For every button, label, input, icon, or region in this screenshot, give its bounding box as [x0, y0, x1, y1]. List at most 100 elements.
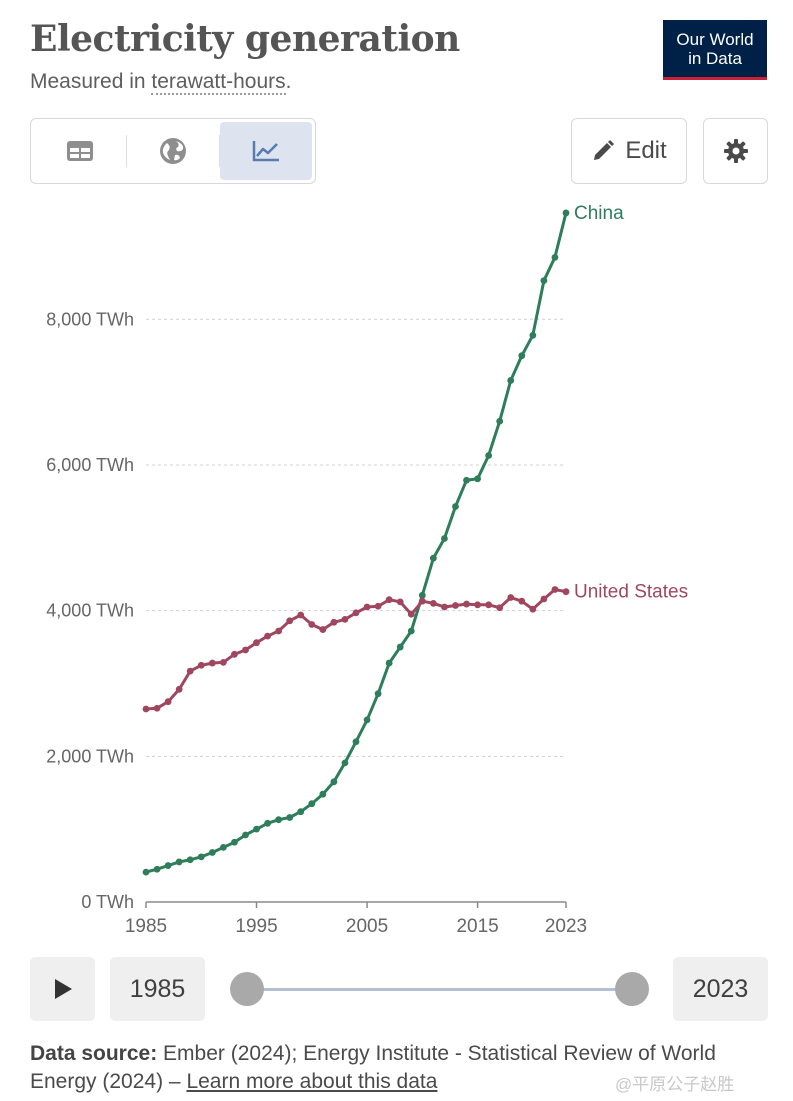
- unit-term[interactable]: terawatt-hours: [151, 70, 286, 95]
- data-point-united-states: [341, 615, 349, 623]
- data-point-united-states: [197, 661, 205, 669]
- data-point-united-states: [242, 646, 249, 654]
- series-label-china: China: [574, 203, 624, 224]
- x-tick-label: 2015: [456, 916, 498, 937]
- data-point-china: [153, 865, 161, 873]
- data-point-united-states: [418, 597, 426, 605]
- data-point-united-states: [429, 599, 437, 607]
- data-point-china: [231, 838, 238, 846]
- source-label: Data source:: [30, 1042, 158, 1065]
- data-point-china: [175, 858, 183, 866]
- data-point-china: [352, 738, 360, 746]
- data-point-china: [164, 862, 172, 869]
- data-point-united-states: [142, 705, 150, 713]
- data-point-united-states: [330, 618, 338, 626]
- edit-button[interactable]: Edit: [571, 118, 687, 184]
- data-point-china: [529, 331, 537, 339]
- line-chart: 0 TWh 2,000 TWh 4,000 TWh 6,000 TWh 8,000 TW…: [46, 203, 688, 937]
- tab-chart[interactable]: [220, 122, 313, 180]
- data-point-united-states: [352, 609, 360, 617]
- y-tick-label: 4,000 TWh: [46, 601, 134, 621]
- data-point-united-states: [275, 627, 283, 635]
- gear-icon: [723, 139, 748, 163]
- data-point-united-states: [164, 698, 172, 706]
- start-year-handle[interactable]: [230, 972, 264, 1006]
- data-point-united-states: [474, 601, 481, 609]
- data-point-united-states: [529, 605, 537, 613]
- data-point-china: [463, 476, 470, 484]
- view-tabs: [30, 118, 316, 184]
- data-point-china: [197, 853, 205, 861]
- owid-logo[interactable]: Our World in Data: [663, 20, 767, 80]
- data-point-china: [264, 819, 271, 827]
- globe-icon: [160, 138, 187, 164]
- end-year-box[interactable]: 2023: [673, 957, 768, 1021]
- data-point-china: [330, 778, 338, 786]
- data-point-united-states: [297, 611, 305, 619]
- data-point-china: [441, 535, 448, 542]
- data-point-china: [551, 253, 559, 261]
- data-point-china: [485, 452, 493, 459]
- start-year-box[interactable]: 1985: [110, 957, 205, 1021]
- data-point-china: [363, 716, 371, 724]
- page-subtitle: Measured in terawatt-hours.: [30, 70, 291, 95]
- data-point-china: [242, 831, 249, 839]
- tab-map[interactable]: [127, 122, 219, 180]
- data-point-united-states: [175, 685, 183, 693]
- data-point-united-states: [308, 621, 316, 628]
- tab-divider: [125, 135, 128, 167]
- data-point-china: [253, 825, 260, 833]
- subtitle-prefix: Measured in: [30, 70, 152, 93]
- data-point-united-states: [231, 650, 238, 658]
- line-chart-icon: [252, 141, 280, 162]
- watermark: @平原公子赵胜: [615, 1075, 735, 1094]
- table-icon: [66, 141, 93, 161]
- data-point-united-states: [551, 586, 559, 593]
- logo-line-2: in Data: [688, 48, 742, 68]
- data-point-china: [208, 849, 216, 856]
- data-point-united-states: [253, 639, 260, 647]
- series-line-china: [145, 212, 568, 874]
- data-point-united-states: [319, 626, 327, 633]
- logo-line-1: Our World: [676, 29, 754, 49]
- timeline-track[interactable]: [248, 988, 632, 991]
- data-point-china: [407, 627, 415, 635]
- settings-button[interactable]: [703, 118, 768, 184]
- data-point-china: [396, 643, 404, 651]
- data-point-china: [452, 503, 459, 510]
- x-tick-label: 1985: [125, 916, 167, 937]
- data-point-united-states: [374, 602, 382, 610]
- data-point-united-states: [396, 598, 404, 606]
- data-point-china: [275, 816, 283, 824]
- data-point-china: [385, 659, 393, 667]
- data-point-china: [496, 417, 504, 425]
- data-point-united-states: [496, 604, 504, 612]
- data-point-united-states: [385, 596, 393, 604]
- play-button[interactable]: [30, 957, 95, 1021]
- y-tick-label: 0 TWh: [81, 892, 134, 912]
- data-point-china: [518, 352, 526, 360]
- data-point-china: [319, 790, 327, 798]
- end-year-handle[interactable]: [615, 972, 649, 1006]
- data-point-china: [286, 814, 294, 821]
- data-point-united-states: [441, 603, 448, 611]
- y-tick-label: 6,000 TWh: [46, 455, 134, 475]
- data-source: Data source: Ember (2024); Energy Instit…: [30, 1040, 770, 1096]
- data-point-united-states: [264, 632, 271, 640]
- x-tick-label: 2023: [545, 916, 587, 937]
- data-point-united-states: [186, 667, 194, 675]
- data-point-china: [219, 843, 227, 851]
- data-point-united-states: [452, 602, 459, 609]
- data-point-china: [418, 591, 426, 599]
- data-point-china: [186, 856, 194, 864]
- data-point-united-states: [407, 610, 415, 618]
- data-point-united-states: [363, 603, 371, 611]
- data-point-china: [507, 377, 515, 384]
- series-label-united-states: United States: [574, 582, 688, 603]
- learn-more-link[interactable]: Learn more about this data: [186, 1070, 438, 1093]
- data-point-united-states: [286, 617, 294, 625]
- y-tick-label: 8,000 TWh: [46, 309, 134, 329]
- tab-table[interactable]: [34, 122, 126, 180]
- data-point-china: [562, 209, 570, 217]
- data-point-china: [429, 554, 437, 562]
